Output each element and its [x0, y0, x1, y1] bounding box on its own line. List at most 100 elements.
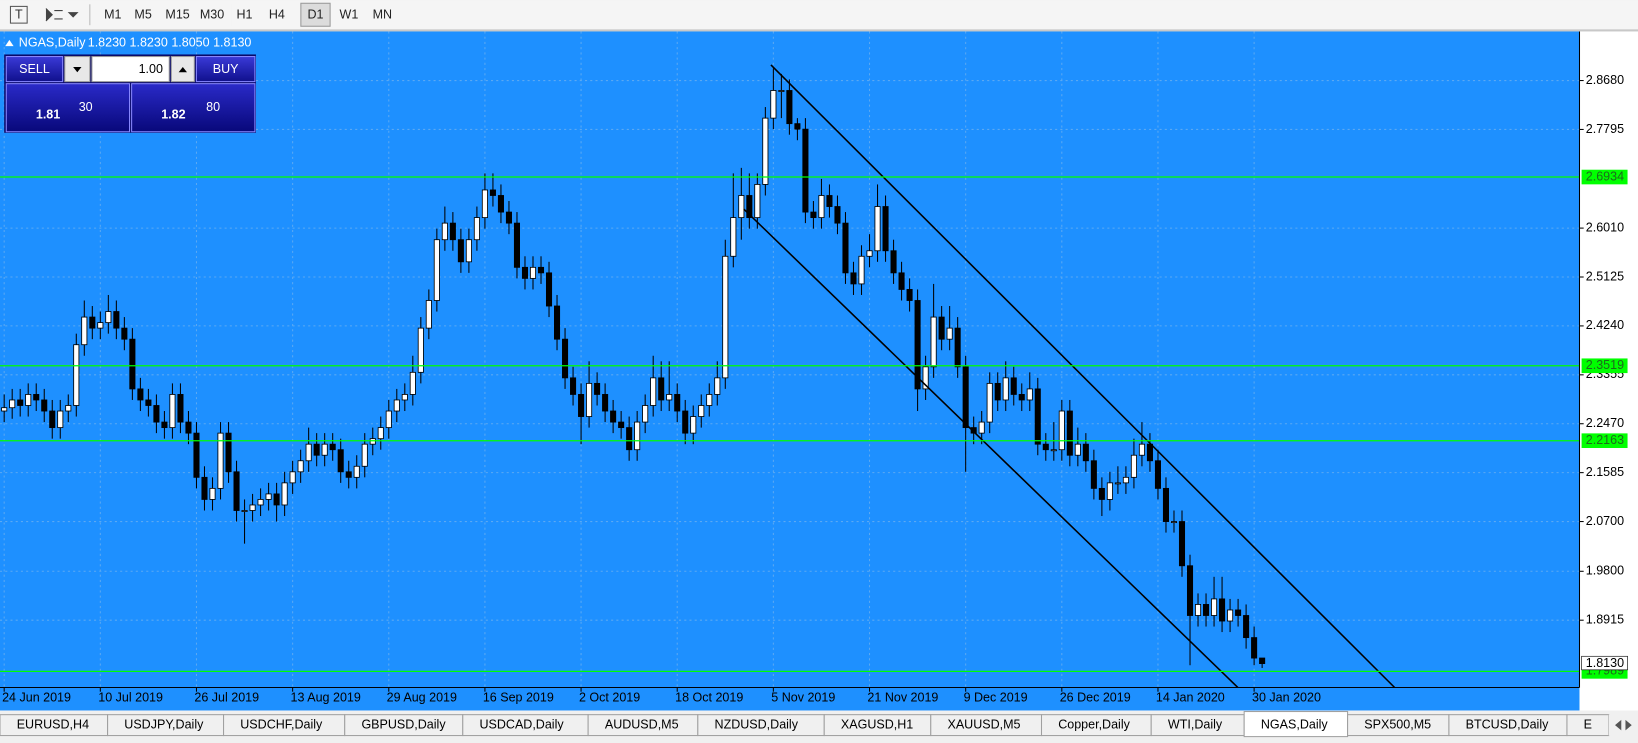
candle-body	[618, 421, 625, 429]
candle-body	[377, 427, 384, 440]
symbol-tab-label: WTI,Daily	[1168, 717, 1223, 731]
candle-body	[97, 322, 104, 329]
candle-body	[73, 344, 80, 406]
period-button[interactable]	[367, 3, 397, 27]
candle-body	[465, 239, 472, 263]
candle-body	[1082, 443, 1089, 462]
period-button[interactable]	[263, 3, 291, 27]
candle-body	[441, 222, 448, 241]
quote-close: 1.8130	[213, 35, 251, 49]
level-label-box	[1581, 433, 1628, 449]
symbol-tab[interactable]	[1243, 711, 1349, 738]
candle-body	[1211, 598, 1218, 616]
period-button[interactable]	[196, 3, 228, 27]
period-label: M5	[134, 8, 151, 22]
level-label-box	[1581, 169, 1628, 185]
text-tool-icon[interactable]	[9, 5, 28, 24]
candle-body	[818, 195, 825, 219]
candle-body	[658, 377, 665, 401]
candle-body	[1194, 604, 1202, 616]
candle-body	[129, 338, 136, 390]
period-label: H1	[236, 8, 252, 22]
candle-body	[9, 399, 16, 409]
period-label: D1	[307, 8, 323, 22]
period-button[interactable]	[160, 3, 195, 27]
candle-body	[826, 195, 833, 207]
tab-scroll-arrows[interactable]	[1615, 719, 1632, 731]
candle-body	[361, 443, 368, 467]
candle-body	[954, 327, 961, 368]
candle-body	[842, 222, 849, 274]
x-tick-label: 30 Jan 2020	[1252, 690, 1321, 704]
candle-body	[217, 432, 224, 489]
candle-body	[1, 407, 8, 412]
candle-body	[890, 250, 897, 274]
candle-body	[337, 449, 344, 473]
quote-open: 1.8230	[88, 35, 126, 49]
candle-body	[1042, 443, 1049, 451]
period-button[interactable]	[300, 2, 331, 27]
candle-body	[650, 377, 657, 406]
period-button[interactable]	[100, 3, 126, 27]
symbol-tab-label: GBPUSD,Daily	[361, 717, 446, 731]
level-label: 2.3519	[1586, 358, 1624, 372]
buy-button[interactable]	[195, 56, 256, 83]
candle-body	[858, 255, 865, 285]
candle-body	[257, 499, 264, 506]
candle-body	[25, 394, 32, 406]
symbol-tab-label: XAUUSD,M5	[947, 717, 1020, 731]
up-arrow	[178, 66, 187, 73]
candle-body	[65, 405, 72, 412]
sell-price-box[interactable]	[5, 83, 131, 133]
period-button[interactable]	[231, 3, 257, 27]
symbol-tab-label: BTCUSD,Daily	[1466, 717, 1549, 731]
period-button[interactable]	[129, 3, 157, 27]
candle-body	[393, 399, 400, 412]
lot-down-button[interactable]	[64, 56, 91, 83]
trend-line[interactable]	[770, 64, 1396, 689]
level-label: 2.6934	[1586, 169, 1624, 183]
candle-body	[345, 471, 352, 478]
chart-header: NGAS,Daily 1.8230 1.8230 1.8050 1.8130	[5, 35, 251, 49]
period-label: W1	[340, 8, 359, 22]
candle-body	[513, 222, 521, 268]
symbol-tab-label: E	[1584, 717, 1592, 731]
candle-body	[706, 394, 713, 406]
symbol-tab-label: USDCAD,Daily	[479, 717, 564, 731]
buy-price-box[interactable]	[131, 83, 256, 133]
candle-body	[417, 327, 424, 373]
sell-button[interactable]	[5, 56, 64, 83]
candle-body	[1098, 487, 1105, 500]
candle-body	[489, 189, 496, 196]
candle-body	[1251, 637, 1258, 659]
axis-labels: 2.86802.77952.60102.51252.42402.33552.24…	[2, 73, 1628, 704]
period-button[interactable]	[334, 3, 364, 27]
candle-body	[610, 410, 617, 423]
x-tick-label: 18 Oct 2019	[675, 690, 743, 704]
symbol-tab-label: Copper,Daily	[1058, 717, 1130, 731]
candles	[1, 68, 1266, 668]
x-tick-label: 16 Sep 2019	[483, 690, 554, 704]
candle-body	[746, 195, 753, 219]
collapse-icon[interactable]	[5, 39, 14, 47]
y-tick-label: 2.4240	[1586, 318, 1624, 332]
symbol-tab-label: AUDUSD,M5	[605, 717, 679, 731]
candle-body	[946, 327, 953, 340]
candle-body	[730, 217, 737, 257]
candle-body	[666, 394, 673, 401]
candle-body	[922, 366, 929, 390]
candle-body	[385, 410, 392, 429]
candle-body	[1219, 598, 1226, 622]
objects-tool-icon[interactable]	[45, 8, 79, 22]
y-tick-label: 1.9800	[1586, 564, 1624, 578]
candle-body	[810, 211, 817, 219]
y-tick-label: 2.1585	[1586, 465, 1624, 479]
y-tick-label: 2.7795	[1586, 122, 1624, 136]
candle-body	[409, 371, 416, 395]
candle-body	[289, 471, 296, 484]
lot-input[interactable]	[91, 56, 170, 83]
toolbar: T M1 M5 M15 M30 H1 H4 D1 W1 MN	[0, 0, 1638, 30]
trend-line[interactable]	[743, 208, 1239, 689]
y-tick-label: 2.2470	[1586, 416, 1624, 430]
candle-body	[938, 316, 945, 340]
